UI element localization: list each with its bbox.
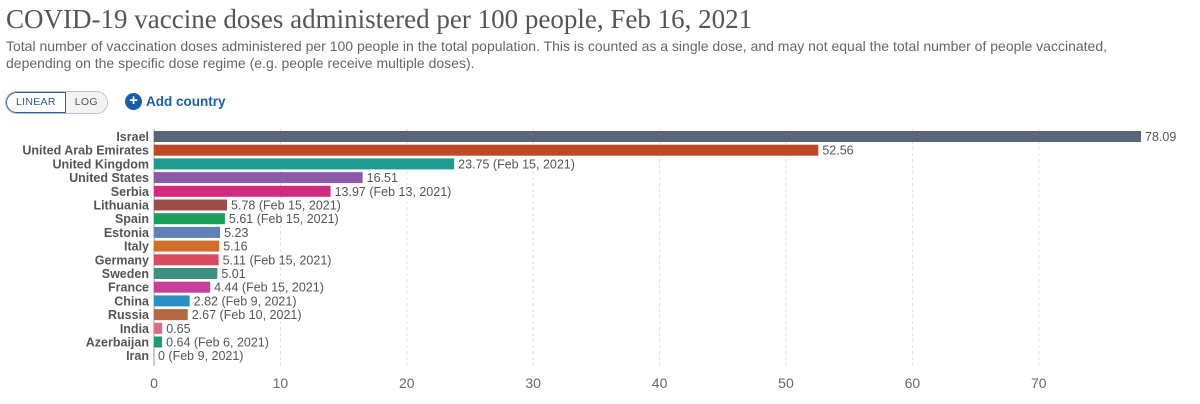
- x-tick-label: 10: [273, 375, 289, 391]
- bar: [154, 254, 219, 266]
- bar: [154, 199, 228, 211]
- plus-circle-icon: +: [125, 93, 142, 110]
- bar: [154, 158, 455, 170]
- x-tick-label: 60: [905, 375, 921, 391]
- value-label: 2.82 (Feb 9, 2021): [194, 294, 297, 308]
- bar: [154, 309, 188, 321]
- country-label: United Kingdom: [52, 157, 149, 171]
- value-label: 13.97 (Feb 13, 2021): [335, 185, 452, 199]
- value-label: 4.44 (Feb 15, 2021): [214, 281, 324, 295]
- bar: [154, 295, 190, 307]
- chart-title: COVID-19 vaccine doses administered per …: [6, 4, 753, 34]
- x-tick-label: 30: [525, 375, 541, 391]
- country-label: Estonia: [104, 226, 150, 240]
- value-label: 52.56: [822, 144, 853, 158]
- bar: [154, 240, 220, 252]
- value-label: 0 (Feb 9, 2021): [158, 349, 243, 363]
- bar: [154, 322, 163, 334]
- country-label: China: [114, 294, 150, 308]
- x-tick-label: 0: [150, 375, 158, 391]
- country-label: Iran: [126, 349, 149, 363]
- value-label: 78.09: [1145, 130, 1176, 144]
- add-country-button[interactable]: + Add country: [125, 91, 226, 112]
- value-label: 5.01: [221, 267, 245, 281]
- country-label: Spain: [115, 212, 149, 226]
- country-label: Israel: [116, 130, 149, 144]
- x-tick-label: 40: [652, 375, 668, 391]
- bar: [154, 213, 225, 225]
- bar: [154, 268, 218, 279]
- country-label: France: [108, 281, 149, 295]
- log-scale-button[interactable]: LOG: [65, 92, 107, 113]
- value-label: 5.78 (Feb 15, 2021): [231, 199, 341, 213]
- bar: [154, 281, 211, 293]
- country-label: Serbia: [111, 185, 150, 199]
- country-label: United Arab Emirates: [22, 144, 149, 158]
- value-label: 16.51: [367, 171, 398, 185]
- bar: [154, 131, 1141, 142]
- country-label: Germany: [95, 253, 149, 267]
- bar: [154, 144, 819, 156]
- bar: [154, 185, 331, 197]
- value-label: 5.23: [224, 226, 248, 240]
- bar: [154, 336, 163, 348]
- country-label: Sweden: [102, 267, 149, 281]
- value-label: 23.75 (Feb 15, 2021): [458, 157, 575, 171]
- add-country-label: Add country: [146, 94, 226, 109]
- country-label: Italy: [124, 240, 149, 254]
- value-label: 5.61 (Feb 15, 2021): [229, 212, 339, 226]
- value-label: 5.11 (Feb 15, 2021): [223, 253, 332, 267]
- value-label: 5.16: [223, 240, 247, 254]
- x-tick-label: 50: [778, 375, 794, 391]
- bar: [154, 172, 363, 184]
- chart-subtitle: Total number of vaccination doses admini…: [6, 38, 1108, 71]
- country-label: Azerbaijan: [86, 336, 149, 350]
- country-label: India: [120, 322, 150, 336]
- country-label: Lithuania: [93, 199, 150, 213]
- x-tick-label: 70: [1031, 375, 1047, 391]
- country-label: United States: [69, 171, 149, 185]
- scale-toggle: LINEAR LOG: [5, 91, 108, 114]
- value-label: 2.67 (Feb 10, 2021): [192, 308, 302, 322]
- linear-scale-button[interactable]: LINEAR: [6, 92, 66, 113]
- x-tick-label: 20: [399, 375, 415, 391]
- value-label: 0.65: [166, 322, 190, 336]
- bar: [154, 226, 221, 238]
- country-label: Russia: [108, 308, 150, 322]
- value-label: 0.64 (Feb 6, 2021): [166, 336, 269, 350]
